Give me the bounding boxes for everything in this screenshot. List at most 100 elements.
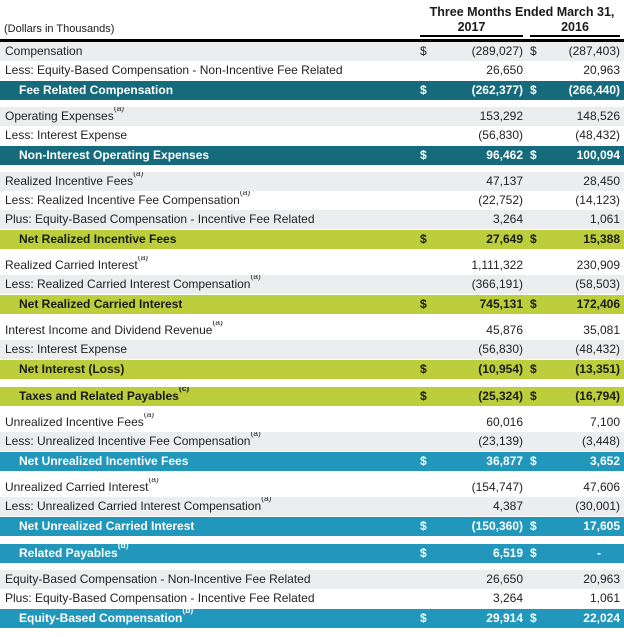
amount: 4,387 xyxy=(492,499,523,513)
row-right-pad xyxy=(620,340,624,359)
row-label: Operating Expenses(a) xyxy=(0,107,420,126)
amount: (25,324) xyxy=(478,389,523,403)
dollar-sign: $ xyxy=(420,611,427,625)
value-2017: $96,462 xyxy=(420,146,523,165)
amount: 60,016 xyxy=(486,415,523,429)
dollar-sign: $ xyxy=(530,148,537,162)
row-label: Equity-Based Compensation(b) xyxy=(0,609,420,628)
amount: (13,351) xyxy=(575,362,620,376)
row-right-pad xyxy=(620,432,624,451)
total-row: Non-Interest Operating Expenses $96,462 $1… xyxy=(0,145,624,166)
value-2016: (14,123) xyxy=(530,191,620,210)
row-right-pad xyxy=(620,275,624,294)
value-2017: 26,650 xyxy=(420,570,523,589)
amount: 148,526 xyxy=(576,109,620,123)
table-row: Less: Unrealized Incentive Fee Compensat… xyxy=(0,432,624,451)
row-label: Unrealized Carried Interest(a) xyxy=(0,478,420,497)
row-label: Unrealized Incentive Fees(a) xyxy=(0,413,420,432)
table-row: Interest Income and Dividend Revenue(a) 4… xyxy=(0,321,624,340)
value-2017: $36,877 xyxy=(420,452,523,471)
footnote-marker: (a) xyxy=(133,172,144,178)
column-gap xyxy=(523,497,530,516)
footnote-marker: (a) xyxy=(250,432,261,438)
value-2017: $745,131 xyxy=(420,295,523,314)
value-2017: $ (289,027) xyxy=(420,42,523,61)
column-gap xyxy=(523,146,530,165)
amount: - xyxy=(597,546,601,560)
row-label: Net Unrealized Carried Interest xyxy=(19,519,195,533)
dollar-sign xyxy=(530,107,544,126)
amount: (48,432) xyxy=(575,342,620,356)
total-row: Net Interest (Loss) $ (10,954) $ (13,351) xyxy=(0,359,624,380)
table-body: Compensation $ (289,027) $ (287,403) Less: Eq… xyxy=(0,39,624,629)
dollar-sign: $ xyxy=(420,148,427,162)
row-right-pad xyxy=(620,230,624,249)
dollar-sign xyxy=(420,497,434,516)
column-gap xyxy=(523,387,530,406)
amount: 3,652 xyxy=(589,454,620,468)
value-2016: 148,526 xyxy=(530,107,620,126)
amount: (16,794) xyxy=(575,389,620,403)
row-right-pad xyxy=(620,360,624,379)
dollar-sign xyxy=(530,497,544,516)
dollar-sign xyxy=(530,340,544,359)
row-right-pad xyxy=(620,42,624,61)
footnote-marker: (a) xyxy=(261,497,272,503)
dollar-sign xyxy=(530,413,544,432)
amount: (3,448) xyxy=(581,434,620,448)
value-2016: $ (13,351) xyxy=(530,360,620,379)
row-label: Realized Carried Interest(a) xyxy=(0,256,420,275)
column-header-2017: 2017 xyxy=(420,20,523,37)
amount: 172,406 xyxy=(576,297,620,311)
header-spacer xyxy=(0,4,420,20)
amount: 29,914 xyxy=(486,611,523,625)
row-label: Realized Incentive Fees(a) xyxy=(0,172,420,191)
dollar-sign: $ xyxy=(420,83,427,97)
row-right-pad xyxy=(620,544,624,563)
value-2016: $ (287,403) xyxy=(530,42,620,61)
row-right-pad xyxy=(620,146,624,165)
table-row: Realized Carried Interest(a) 1,111,322 230… xyxy=(0,256,624,275)
value-2017: (22,752) xyxy=(420,191,523,210)
value-2016: 20,963 xyxy=(530,61,620,80)
dollar-sign xyxy=(530,126,544,145)
column-gap xyxy=(523,256,530,275)
row-right-pad xyxy=(620,589,624,608)
footnote-marker: (a) xyxy=(239,191,251,197)
value-2016: $17,605 xyxy=(530,517,620,536)
value-2017: 45,876 xyxy=(420,321,523,340)
value-2016: 28,450 xyxy=(530,172,620,191)
amount: (262,377) xyxy=(471,83,523,97)
table-row: Unrealized Incentive Fees(a) 60,016 7,100 xyxy=(0,413,624,432)
row-label: Net Unrealized Incentive Fees xyxy=(19,454,189,468)
dollar-sign xyxy=(420,107,434,126)
column-gap xyxy=(523,340,530,359)
value-2017: (56,830) xyxy=(420,126,523,145)
table-row: Less: Equity-Based Compensation - Non-In… xyxy=(0,61,624,80)
table-row: Plus: Equity-Based Compensation - Incent… xyxy=(0,589,624,608)
row-right-pad xyxy=(620,107,624,126)
amount: (14,123) xyxy=(575,193,620,207)
dollar-sign xyxy=(420,172,434,191)
row-right-pad xyxy=(620,387,624,406)
amount: 745,131 xyxy=(479,297,523,311)
amount: 20,963 xyxy=(583,63,620,77)
value-2017: (154,747) xyxy=(420,478,523,497)
value-2017: 26,650 xyxy=(420,61,523,80)
dollar-sign xyxy=(420,126,434,145)
dollar-sign: $ xyxy=(420,297,427,311)
value-2016: 7,100 xyxy=(530,413,620,432)
row-label: Interest Income and Dividend Revenue(a) xyxy=(0,321,420,340)
row-label: Less: Realized Incentive Fee Compensatio… xyxy=(0,191,420,210)
row-label: Related Payables(d) xyxy=(0,544,420,563)
dollar-sign: $ xyxy=(420,389,427,403)
column-gap xyxy=(523,81,530,100)
amount: 230,909 xyxy=(576,258,620,272)
total-row: Taxes and Related Payables(c) $ (25,324) $(… xyxy=(0,386,624,407)
dollar-sign: $ xyxy=(420,519,427,533)
units-note: (Dollars in Thousands) xyxy=(4,23,115,35)
table-header-period-row: Three Months Ended March 31, xyxy=(0,4,624,20)
amount: 26,650 xyxy=(486,63,523,77)
dollar-sign xyxy=(530,275,544,294)
table-row: Less: Realized Incentive Fee Compensatio… xyxy=(0,191,624,210)
